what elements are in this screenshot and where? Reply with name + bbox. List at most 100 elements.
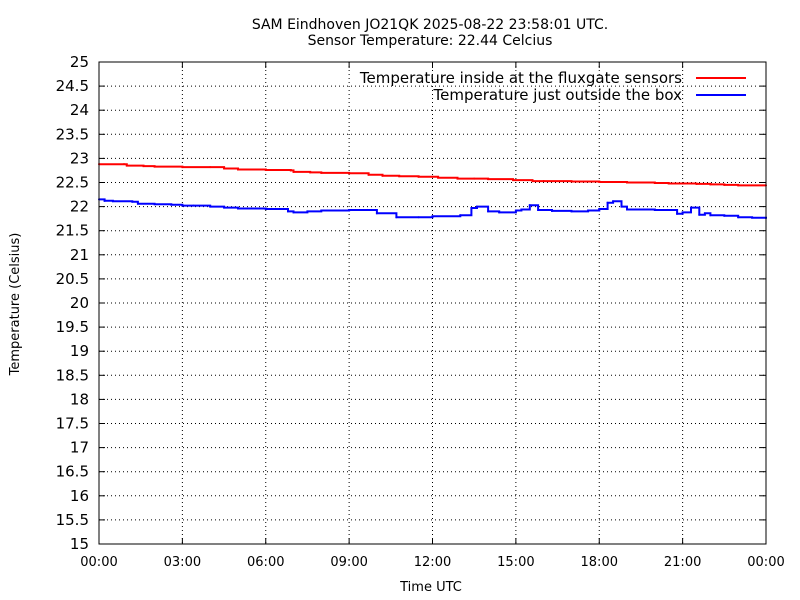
series-0-point bbox=[123, 163, 126, 166]
series-1-point bbox=[170, 203, 173, 206]
series-0-point bbox=[431, 175, 434, 178]
x-tick-label: 03:00 bbox=[164, 555, 201, 570]
y-tick-label: 25 bbox=[70, 53, 89, 71]
series-1-point bbox=[620, 205, 623, 208]
series-1-point bbox=[264, 208, 267, 211]
series-1-point bbox=[570, 210, 573, 213]
x-tick-label: 21:00 bbox=[664, 555, 701, 570]
series-1-point bbox=[698, 213, 701, 216]
series-0-point bbox=[542, 180, 545, 183]
series-1-point bbox=[737, 216, 740, 219]
y-tick-label: 24.5 bbox=[56, 77, 89, 95]
y-tick-label: 21.5 bbox=[56, 222, 89, 240]
series-0-point bbox=[153, 165, 156, 168]
series-1-point bbox=[209, 205, 212, 208]
y-tick-label: 21 bbox=[70, 246, 89, 264]
series-0-point bbox=[487, 178, 490, 181]
series-0-point bbox=[309, 171, 312, 174]
series-0-point bbox=[264, 168, 267, 171]
y-axis-label: Temperature (Celsius) bbox=[8, 233, 23, 377]
series-1-point bbox=[292, 211, 295, 214]
y-tick-label: 18 bbox=[70, 390, 89, 408]
series-0-point bbox=[320, 171, 323, 174]
x-tick-label: 18:00 bbox=[581, 555, 618, 570]
series-1-point bbox=[487, 210, 490, 213]
y-tick-label: 15 bbox=[70, 535, 89, 553]
series-0-point bbox=[398, 175, 401, 178]
series-1-point bbox=[136, 202, 139, 205]
series-0-point bbox=[367, 173, 370, 176]
series-0-point bbox=[437, 176, 440, 179]
series-0-point bbox=[142, 165, 145, 168]
series-1-point bbox=[417, 216, 420, 219]
y-tick-label: 17.5 bbox=[56, 415, 89, 433]
y-tick-label: 16.5 bbox=[56, 463, 89, 481]
series-1-point bbox=[723, 214, 726, 217]
series-1-point bbox=[703, 212, 706, 215]
series-0-point bbox=[681, 182, 684, 185]
series-1-point bbox=[475, 205, 478, 208]
series-1-point bbox=[236, 207, 239, 210]
series-1-point bbox=[670, 208, 673, 211]
y-tick-label: 16 bbox=[70, 487, 89, 505]
y-axis-ticks: 15 15.5 16 16.5 17 17.5 18 18.5 19 19.5 20 20.5 21 21… bbox=[56, 53, 766, 553]
y-tick-label: 18.5 bbox=[56, 366, 89, 384]
series-1-point bbox=[131, 200, 134, 203]
series-0-point bbox=[653, 181, 656, 184]
series-1-point bbox=[514, 209, 517, 212]
series-0-point bbox=[639, 181, 642, 184]
series-1-point bbox=[470, 207, 473, 210]
series-1-point bbox=[681, 211, 684, 214]
x-tick-label: 06:00 bbox=[247, 555, 284, 570]
series-0-point bbox=[289, 169, 292, 172]
series-1-point bbox=[320, 209, 323, 212]
series-1-point bbox=[192, 204, 195, 207]
series-1-point bbox=[223, 206, 226, 209]
series-0-point bbox=[570, 180, 573, 183]
series-0-point bbox=[737, 184, 740, 187]
series-1-point bbox=[537, 208, 540, 211]
series-0-point bbox=[181, 166, 184, 169]
y-tick-label: 19 bbox=[70, 342, 89, 360]
series-0-point bbox=[473, 177, 476, 180]
series-1-point bbox=[181, 204, 184, 207]
series-0-point bbox=[598, 181, 601, 184]
series-0-point bbox=[209, 166, 212, 169]
series-1-point bbox=[676, 212, 679, 215]
chart-title: SAM Eindhoven JO21QK 2025-08-22 23:58:01… bbox=[252, 17, 608, 33]
x-tick-label: 12:00 bbox=[414, 555, 451, 570]
y-tick-label: 20.5 bbox=[56, 270, 89, 288]
series-0-point bbox=[723, 183, 726, 186]
series-0-point bbox=[348, 172, 351, 175]
series-1-point bbox=[653, 208, 656, 211]
series-1-point bbox=[111, 200, 114, 203]
series-1-point bbox=[498, 211, 501, 214]
legend-label-1: Temperature just outside the box bbox=[433, 86, 683, 104]
y-tick-label: 24 bbox=[70, 101, 89, 119]
series-0-point bbox=[667, 182, 670, 185]
series-0-point bbox=[695, 182, 698, 185]
legend: Temperature inside at the fluxgate senso… bbox=[359, 69, 746, 104]
chart-subtitle: Sensor Temperature: 22.44 Celcius bbox=[308, 33, 553, 49]
series-1-point bbox=[395, 216, 398, 219]
x-axis-label: Time UTC bbox=[399, 580, 462, 595]
series-1-point bbox=[431, 215, 434, 218]
series-1-point bbox=[153, 203, 156, 206]
y-tick-label: 23.5 bbox=[56, 125, 89, 143]
series-1-point bbox=[751, 216, 754, 219]
x-tick-label: 09:00 bbox=[330, 555, 367, 570]
series-0-point bbox=[236, 168, 239, 171]
y-tick-label: 22.5 bbox=[56, 174, 89, 192]
series-1-point bbox=[598, 208, 601, 211]
series-1-point bbox=[587, 209, 590, 212]
series-1-point bbox=[612, 200, 615, 203]
series-1-point bbox=[103, 199, 106, 202]
x-tick-label: 00:00 bbox=[747, 555, 784, 570]
series-0-point bbox=[292, 170, 295, 173]
legend-label-0: Temperature inside at the fluxgate senso… bbox=[359, 69, 682, 87]
series-0-point bbox=[125, 164, 128, 167]
series-0-point bbox=[417, 175, 420, 178]
series-1-point bbox=[626, 208, 629, 211]
series-1-point bbox=[306, 210, 309, 213]
